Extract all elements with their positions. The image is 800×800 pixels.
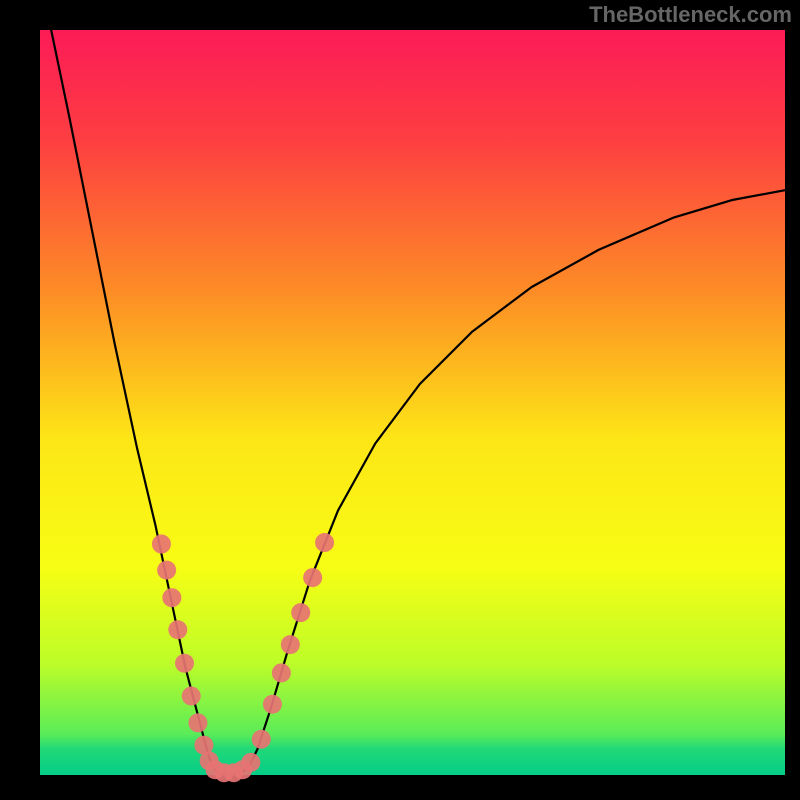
- data-dot: [162, 588, 181, 607]
- data-dot: [152, 535, 171, 554]
- data-dot: [188, 713, 207, 732]
- data-dot: [281, 635, 300, 654]
- chart-svg: [0, 0, 800, 800]
- data-dot: [263, 695, 282, 714]
- data-dot: [157, 561, 176, 580]
- data-dot: [315, 533, 334, 552]
- data-dot: [303, 568, 322, 587]
- data-dot: [291, 603, 310, 622]
- data-dot: [175, 654, 194, 673]
- chart-frame: TheBottleneck.com: [0, 0, 800, 800]
- plot-background: [40, 30, 785, 775]
- data-dot: [241, 753, 260, 772]
- data-dot: [168, 620, 187, 639]
- watermark-text: TheBottleneck.com: [589, 2, 792, 28]
- data-dot: [252, 730, 271, 749]
- data-dot: [272, 663, 291, 682]
- data-dot: [182, 687, 201, 706]
